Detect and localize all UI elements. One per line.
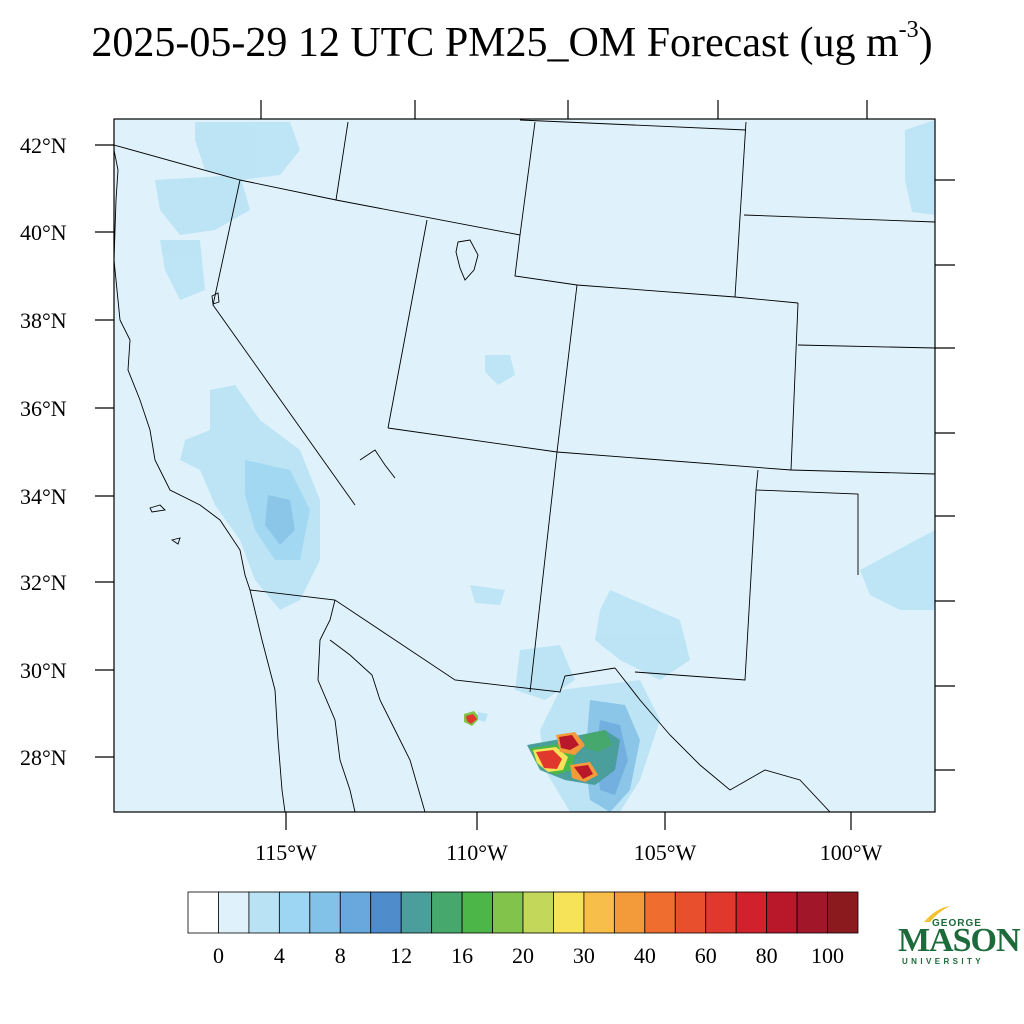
colorbar-cell	[522, 891, 554, 934]
colorbar-cell	[674, 891, 707, 934]
utah-wyoming-notch	[514, 234, 578, 286]
lat-label: 34°N	[20, 484, 67, 509]
lat-label: 36°N	[20, 396, 67, 421]
colorbar-cell	[309, 891, 341, 934]
colorbar-cell	[735, 891, 768, 934]
lat-label: 38°N	[20, 308, 67, 333]
newmexico-texas-south	[634, 489, 757, 681]
mainland-gulf-coast	[329, 639, 426, 812]
map-frame	[113, 118, 936, 813]
channel-islands	[149, 504, 181, 545]
colorbar-cell	[278, 891, 311, 934]
colorbar-cell	[613, 891, 646, 934]
colorbar-label: 20	[512, 943, 534, 968]
nevada-utah-border	[387, 219, 428, 429]
colorbar-label: 4	[274, 943, 285, 968]
colorbar-cell	[400, 891, 433, 934]
us-mexico-border	[249, 589, 616, 693]
colorbar-cell	[248, 891, 280, 934]
lat-label: 42°N	[20, 133, 67, 158]
colorbar-cell	[583, 891, 615, 934]
wyoming-east-border	[734, 121, 747, 298]
lake-tahoe	[211, 292, 220, 305]
fire-plumes	[464, 711, 620, 785]
wyoming-west-line	[519, 121, 536, 236]
lon-label: 100°W	[820, 840, 883, 865]
colorbar-label: 30	[573, 943, 595, 968]
colorbar-label: 60	[695, 943, 717, 968]
kansas-oklahoma-line	[790, 469, 935, 475]
colorbar-label: 16	[451, 943, 473, 968]
haze-patches	[155, 120, 935, 812]
logo-swoosh-icon	[924, 906, 950, 922]
logo-line2: MASON	[898, 922, 1021, 959]
dakota-nebraska-line	[743, 214, 935, 223]
utah-colorado-border	[556, 284, 578, 453]
colorbar-cell	[461, 891, 493, 934]
lake-mead	[359, 449, 396, 479]
newmexico-texas-border	[755, 469, 859, 575]
colorbar-label: 0	[213, 943, 224, 968]
concentration-field	[155, 120, 935, 812]
pacific-coastline	[114, 149, 286, 812]
colorbar-cell	[431, 891, 463, 934]
lon-label: 105°W	[634, 840, 697, 865]
lon-label: 110°W	[446, 840, 508, 865]
tick-marks	[95, 100, 955, 830]
northern-border	[114, 144, 521, 236]
nevada-california-border	[212, 179, 356, 506]
gmu-logo: GEORGE MASON UNIVERSITY	[898, 900, 1021, 970]
colorbar-cell	[827, 891, 859, 934]
colorbar-label: 12	[390, 943, 412, 968]
logo-line1: GEORGE	[932, 918, 982, 929]
colorbar-label: 40	[634, 943, 656, 968]
colorbar-cell	[796, 891, 828, 934]
wyoming-nebraska-line	[734, 296, 799, 304]
colorbar-cell	[705, 891, 737, 934]
logo-line3: UNIVERSITY	[902, 957, 985, 966]
wyoming-colorado-border	[576, 284, 736, 298]
colorbar-cell	[218, 891, 250, 934]
boundaries	[114, 119, 935, 812]
colorbar	[187, 891, 859, 934]
colorbar-cell	[644, 891, 676, 934]
colorbar-label: 100	[811, 943, 844, 968]
map-title: 2025-05-29 12 UTC PM25_OM Forecast (ug m…	[91, 17, 933, 66]
colorado-east-border	[790, 302, 799, 471]
colorbar-cell	[187, 891, 219, 934]
colorbar-cell	[370, 891, 402, 934]
colorbar-cell	[339, 891, 372, 934]
colorbar-label: 80	[756, 943, 778, 968]
colorbar-cell	[553, 891, 585, 934]
lat-label: 40°N	[20, 220, 67, 245]
nebraska-kansas-line	[797, 344, 935, 349]
lon-label: 115°W	[255, 840, 317, 865]
wyoming-north-line	[519, 119, 747, 131]
colorbar-label: 8	[335, 943, 346, 968]
colorbar-labels: 0 4 8 12 16 20 30 40 60 80 100	[213, 943, 844, 968]
lat-label: 30°N	[20, 658, 67, 683]
lat-label: 28°N	[20, 745, 67, 770]
gulf-coastline	[317, 599, 356, 812]
rio-grande	[614, 667, 831, 812]
great-salt-lake	[455, 239, 479, 281]
colorbar-cell	[766, 891, 798, 934]
arizona-newmexico-border	[529, 451, 558, 693]
colorbar-cell	[492, 891, 524, 934]
lat-label: 32°N	[20, 570, 67, 595]
idaho-wyoming-line	[335, 121, 349, 201]
